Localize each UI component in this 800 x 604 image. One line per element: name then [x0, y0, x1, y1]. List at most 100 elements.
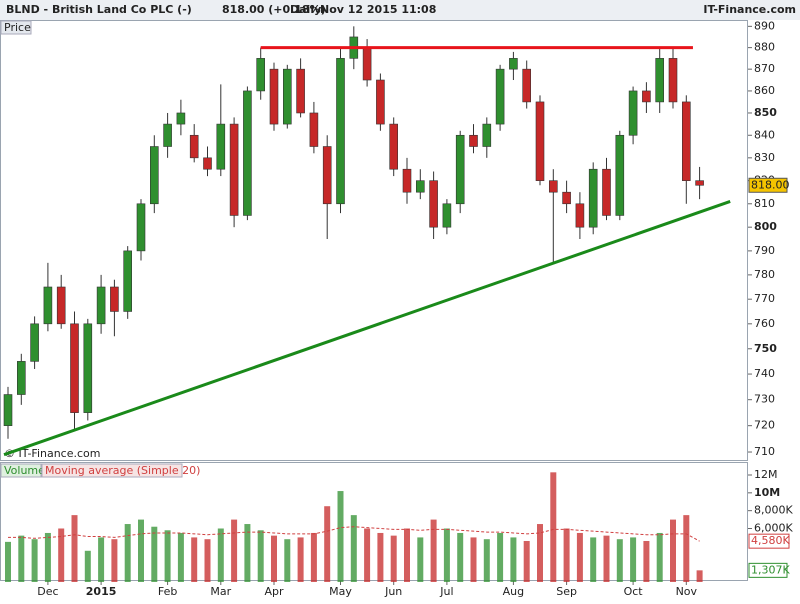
candle-body — [429, 180, 438, 228]
candle-body — [243, 90, 252, 216]
candle-body — [469, 134, 478, 147]
ma-last-label: 4,580K — [751, 534, 790, 547]
candle-body — [455, 134, 465, 205]
candle-body — [628, 90, 638, 136]
volume-bar — [656, 532, 663, 582]
candle-body — [535, 101, 545, 181]
volume-bar — [151, 526, 158, 582]
y-tick-label: 850 — [754, 106, 777, 119]
candle-body — [415, 180, 425, 193]
copyright: © IT-Finance.com — [4, 447, 101, 460]
candle-body — [402, 168, 412, 193]
ma-chip — [41, 463, 183, 478]
x-tick-label: Nov — [676, 585, 698, 598]
volume-bar — [683, 515, 690, 582]
volume-bar — [31, 539, 38, 582]
trend-line — [3, 200, 731, 457]
candle-body — [56, 286, 66, 325]
candle-body — [575, 203, 585, 228]
candle-body — [123, 250, 132, 312]
candle-body — [3, 394, 13, 426]
volume-bar — [324, 506, 331, 582]
y-tick-label: 810 — [754, 197, 775, 210]
candle-body — [16, 361, 26, 395]
candle-body — [96, 286, 106, 325]
candle-body — [43, 286, 53, 325]
volume-bar — [111, 539, 118, 582]
x-tick-label: Aug — [503, 585, 524, 598]
header-bar — [0, 0, 800, 20]
volume-bar — [576, 532, 583, 582]
y-tick-label: 790 — [754, 244, 775, 257]
x-tick-label: Sep — [556, 585, 577, 598]
volume-bar — [231, 519, 238, 582]
volume-bar — [5, 541, 11, 582]
volume-bar — [497, 532, 504, 582]
y-tick-label: 750 — [754, 342, 777, 355]
y-tick-label: 780 — [754, 268, 775, 281]
x-tick-label: Feb — [158, 585, 177, 598]
candle-body — [70, 323, 79, 413]
volume-bar — [616, 539, 623, 582]
candle-body — [509, 58, 518, 70]
volume-bar — [630, 537, 637, 582]
y-tick-label: 760 — [754, 317, 775, 330]
volume-bar — [18, 535, 25, 582]
volume-bar — [430, 519, 437, 582]
volume-bar — [271, 535, 277, 582]
volume-bar — [284, 539, 291, 582]
volume-bar — [98, 537, 105, 582]
candle-body — [136, 203, 146, 252]
candle-body — [282, 68, 292, 125]
volume-bar — [510, 537, 517, 582]
volume-bar — [523, 540, 530, 582]
volume-bar — [443, 528, 450, 582]
candle-body — [482, 123, 492, 147]
y-tick-label: 730 — [754, 393, 775, 406]
volume-bar — [364, 528, 371, 582]
candle-body — [216, 123, 226, 170]
candle-body — [336, 58, 345, 205]
candle-body — [163, 123, 172, 147]
candle-body — [695, 180, 704, 186]
last-price-label: 818.00 — [751, 178, 790, 191]
candle-body — [269, 68, 279, 125]
volume-bar — [164, 530, 171, 582]
x-tick-label: Mar — [210, 585, 231, 598]
volume-chip — [0, 463, 42, 478]
volume-bar — [350, 515, 357, 582]
volume-bar — [590, 537, 597, 582]
volume-bar — [257, 530, 264, 582]
y-tick-label: 830 — [754, 151, 775, 164]
moving-average — [8, 526, 700, 542]
price-chip — [0, 20, 32, 35]
volume-bar — [550, 472, 557, 582]
volume-bar — [297, 537, 304, 582]
ma-legend: Moving average (Simple 20) — [45, 464, 200, 477]
volume-bar — [670, 519, 676, 582]
x-tick-label: May — [329, 585, 352, 598]
volume-bar — [377, 532, 384, 582]
volume-bar — [537, 524, 543, 582]
candle-body — [203, 157, 212, 170]
volume-bar — [457, 532, 464, 582]
volume-tick-label: 8,000K — [754, 504, 793, 517]
y-tick-label: 800 — [754, 220, 777, 233]
volume-bar — [58, 528, 65, 582]
volume-bar — [337, 491, 344, 582]
y-tick-label: 840 — [754, 128, 775, 141]
x-tick-label: Jul — [439, 585, 453, 598]
candle-body — [362, 47, 372, 81]
candle-body — [562, 191, 571, 205]
candle-body — [655, 58, 665, 103]
candle-body — [442, 203, 452, 228]
volume-bar — [204, 539, 211, 582]
candle-body — [83, 323, 93, 413]
volume-legend: Volume — [4, 464, 45, 477]
y-tick-label: 720 — [754, 419, 775, 432]
volume-bar — [470, 537, 477, 582]
x-tick-label: Dec — [37, 585, 58, 598]
y-tick-label: 860 — [754, 84, 775, 97]
candle-body — [642, 90, 651, 103]
